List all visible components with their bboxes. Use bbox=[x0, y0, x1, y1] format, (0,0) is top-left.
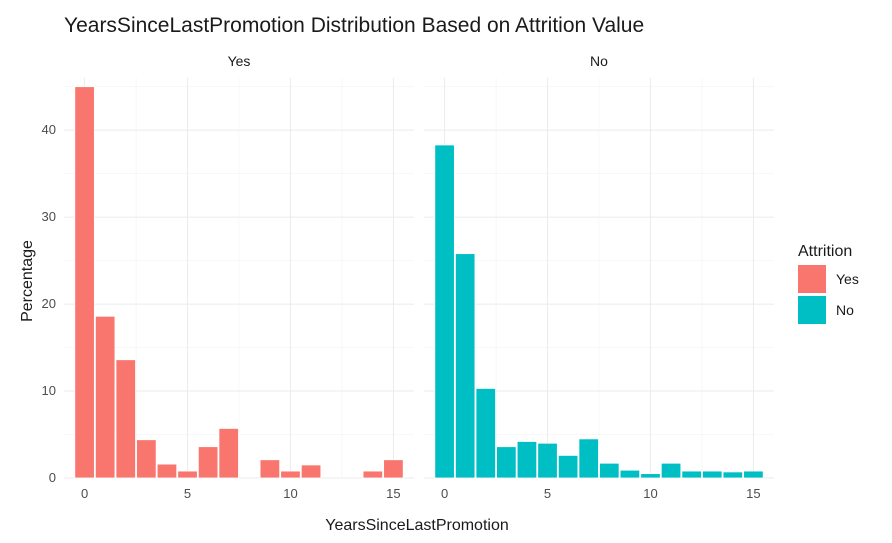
panel-yes: Yes bbox=[64, 53, 414, 479]
bar bbox=[362, 470, 384, 479]
bar bbox=[197, 446, 219, 479]
bar bbox=[136, 439, 157, 479]
x-tick-label: 5 bbox=[544, 486, 551, 501]
legend-label-no: No bbox=[836, 302, 854, 318]
bar bbox=[516, 441, 538, 479]
bar bbox=[743, 470, 764, 479]
bar bbox=[280, 470, 301, 479]
y-tick-label: 40 bbox=[42, 122, 56, 137]
x-tick-label: 5 bbox=[184, 486, 191, 501]
y-tick-label: 30 bbox=[42, 209, 56, 224]
x-tick-label: 10 bbox=[643, 486, 657, 501]
x-tick-label: 15 bbox=[386, 486, 400, 501]
strip-label-yes: Yes bbox=[228, 53, 251, 69]
bar bbox=[434, 144, 455, 479]
legend-swatch-no bbox=[798, 296, 826, 324]
bar bbox=[300, 464, 322, 479]
bar bbox=[660, 462, 682, 479]
bar bbox=[599, 462, 620, 479]
bar bbox=[259, 459, 281, 479]
bar bbox=[557, 454, 579, 479]
bar bbox=[640, 473, 661, 479]
bar bbox=[475, 388, 496, 479]
bar bbox=[619, 469, 641, 479]
y-axis-ticks: 0 10 20 30 40 bbox=[42, 122, 56, 485]
chart-title: YearsSinceLastPromotion Distribution Bas… bbox=[64, 14, 644, 37]
strip-label-no: No bbox=[590, 53, 608, 69]
y-axis-label: Percentage bbox=[19, 240, 36, 322]
bar bbox=[537, 442, 558, 479]
bar bbox=[681, 470, 702, 479]
legend-label-yes: Yes bbox=[836, 271, 859, 287]
bar bbox=[74, 86, 95, 479]
bar bbox=[702, 470, 723, 479]
bar bbox=[177, 470, 198, 479]
legend-swatch-yes bbox=[798, 265, 826, 293]
bar bbox=[454, 253, 476, 479]
bar bbox=[722, 471, 744, 479]
y-tick-label: 10 bbox=[42, 383, 56, 398]
bar bbox=[115, 359, 136, 479]
x-tick-label: 15 bbox=[746, 486, 760, 501]
x-tick-label: 10 bbox=[283, 486, 297, 501]
bar bbox=[94, 315, 116, 479]
y-tick-label: 20 bbox=[42, 296, 56, 311]
x-tick-label: 0 bbox=[441, 486, 448, 501]
x-axis-ticks: 0 5 10 15 0 5 10 15 bbox=[81, 486, 761, 501]
bar bbox=[496, 446, 517, 479]
legend: Attrition Yes No bbox=[798, 243, 859, 324]
bar bbox=[218, 428, 239, 479]
bar bbox=[578, 438, 599, 479]
y-tick-label: 0 bbox=[49, 470, 56, 485]
panel-no: No bbox=[424, 53, 774, 479]
x-axis-label: YearsSinceLastPromotion bbox=[325, 517, 509, 534]
bar bbox=[156, 463, 178, 479]
bar bbox=[383, 459, 404, 479]
legend-title: Attrition bbox=[798, 243, 852, 260]
x-tick-label: 0 bbox=[81, 486, 88, 501]
